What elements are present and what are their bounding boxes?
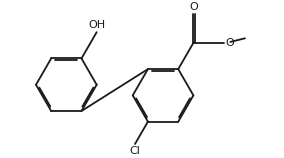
- Text: O: O: [190, 2, 199, 12]
- Text: Cl: Cl: [130, 146, 141, 156]
- Text: OH: OH: [88, 20, 105, 30]
- Text: O: O: [225, 38, 234, 48]
